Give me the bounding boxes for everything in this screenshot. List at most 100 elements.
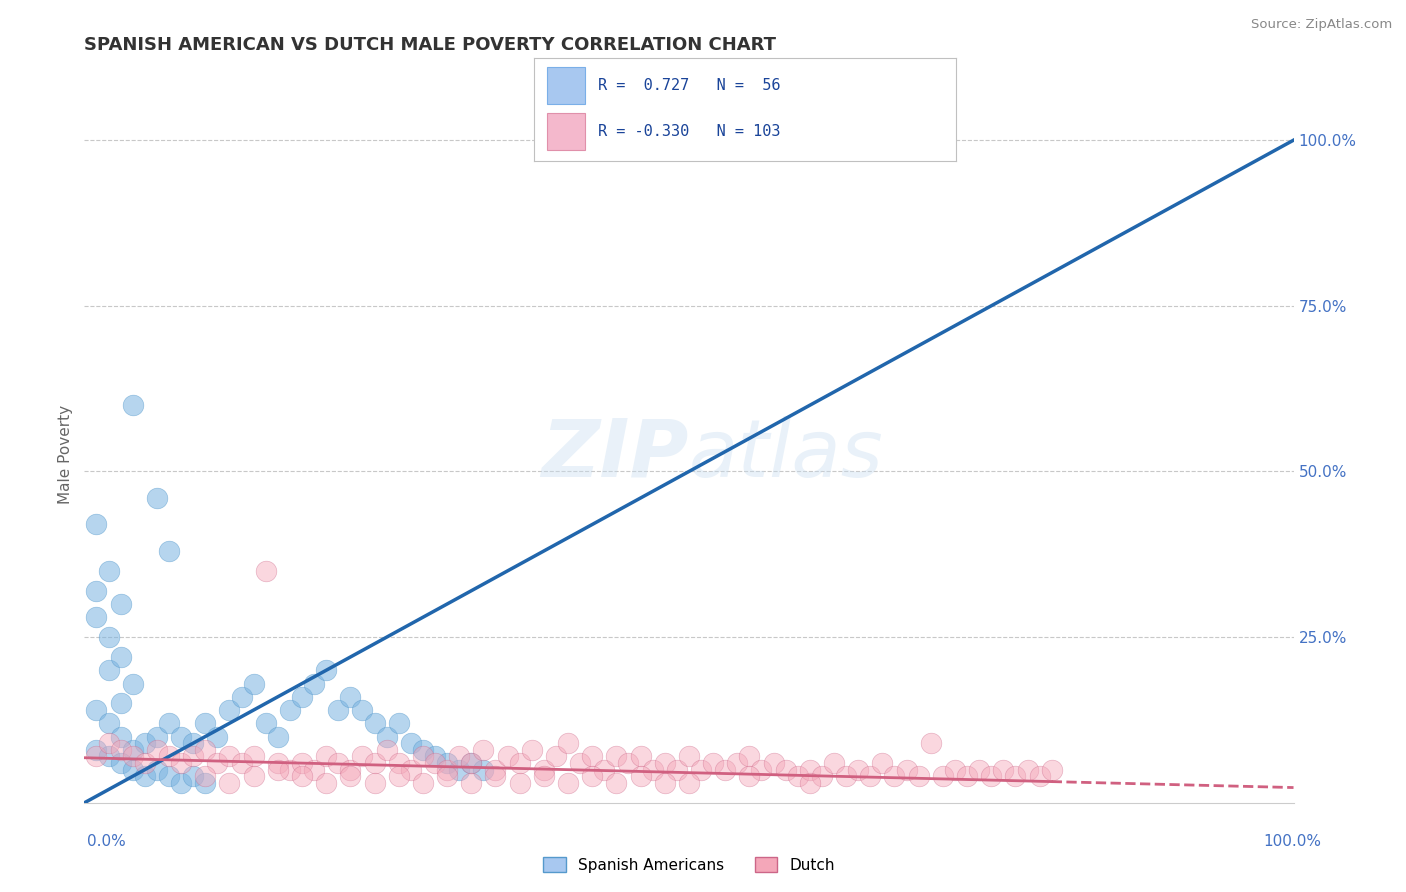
Point <box>170 756 193 770</box>
Point <box>883 769 905 783</box>
Point <box>751 763 773 777</box>
Point <box>581 749 603 764</box>
Point <box>678 776 700 790</box>
Point <box>302 676 325 690</box>
Point <box>1040 763 1063 777</box>
Point <box>449 763 471 777</box>
Point <box>339 763 361 777</box>
Legend: Spanish Americans, Dutch: Spanish Americans, Dutch <box>537 850 841 879</box>
Point <box>399 763 422 777</box>
Point <box>630 749 652 764</box>
Point <box>786 769 808 783</box>
Point <box>181 749 204 764</box>
Point <box>823 756 845 770</box>
Point <box>1004 769 1026 783</box>
Bar <box>547 113 585 150</box>
Point <box>388 769 411 783</box>
Point <box>690 763 713 777</box>
Point <box>231 690 253 704</box>
Point <box>157 544 180 558</box>
Point <box>218 776 240 790</box>
Point <box>278 703 301 717</box>
Text: R = -0.330   N = 103: R = -0.330 N = 103 <box>598 124 780 139</box>
Point <box>460 776 482 790</box>
Point <box>121 763 143 777</box>
Point <box>110 730 132 744</box>
Point <box>363 756 385 770</box>
Point <box>207 730 229 744</box>
Point <box>412 749 434 764</box>
Point <box>121 749 143 764</box>
Point <box>157 749 180 764</box>
Bar <box>547 67 585 104</box>
Point <box>134 736 156 750</box>
Point <box>278 763 301 777</box>
Point <box>1017 763 1039 777</box>
Point <box>97 564 120 578</box>
Point <box>86 583 108 598</box>
Point <box>146 763 169 777</box>
Point <box>146 491 169 505</box>
Point <box>267 730 290 744</box>
Point <box>97 663 120 677</box>
Point <box>509 756 531 770</box>
Point <box>86 517 108 532</box>
Point <box>110 756 132 770</box>
Point <box>399 736 422 750</box>
Point <box>665 763 688 777</box>
Point <box>134 769 156 783</box>
Point <box>110 697 132 711</box>
Point <box>339 690 361 704</box>
Point <box>496 749 519 764</box>
Point <box>907 769 929 783</box>
Point <box>170 776 193 790</box>
Point <box>593 763 616 777</box>
Point <box>375 743 398 757</box>
Point <box>449 749 471 764</box>
Point <box>581 769 603 783</box>
Point <box>194 743 217 757</box>
Point <box>110 597 132 611</box>
Point <box>472 743 495 757</box>
Point <box>121 676 143 690</box>
Point <box>242 676 264 690</box>
Point <box>231 756 253 770</box>
Point <box>714 763 737 777</box>
Point <box>932 769 955 783</box>
Point <box>412 776 434 790</box>
Point <box>97 630 120 644</box>
Point <box>920 736 942 750</box>
Point <box>388 716 411 731</box>
Point <box>533 763 555 777</box>
Point <box>328 756 350 770</box>
Point <box>412 743 434 757</box>
Point <box>363 776 385 790</box>
Point <box>110 743 132 757</box>
Point <box>872 756 894 770</box>
Point <box>170 730 193 744</box>
Point <box>533 769 555 783</box>
Point <box>859 769 882 783</box>
Point <box>702 756 724 770</box>
Text: R =  0.727   N =  56: R = 0.727 N = 56 <box>598 78 780 93</box>
Point <box>460 756 482 770</box>
Text: atlas: atlas <box>689 416 884 494</box>
Point <box>762 756 785 770</box>
Text: ZIP: ZIP <box>541 416 689 494</box>
Point <box>605 776 627 790</box>
Point <box>436 756 458 770</box>
Point <box>738 749 761 764</box>
Point <box>423 749 446 764</box>
Point <box>835 769 858 783</box>
Point <box>121 398 143 412</box>
Y-axis label: Male Poverty: Male Poverty <box>58 405 73 505</box>
Point <box>956 769 979 783</box>
Point <box>557 736 579 750</box>
Point <box>654 756 676 770</box>
Point <box>291 769 314 783</box>
Point <box>605 749 627 764</box>
Point <box>97 736 120 750</box>
Point <box>846 763 869 777</box>
Point <box>86 749 108 764</box>
Point <box>896 763 918 777</box>
